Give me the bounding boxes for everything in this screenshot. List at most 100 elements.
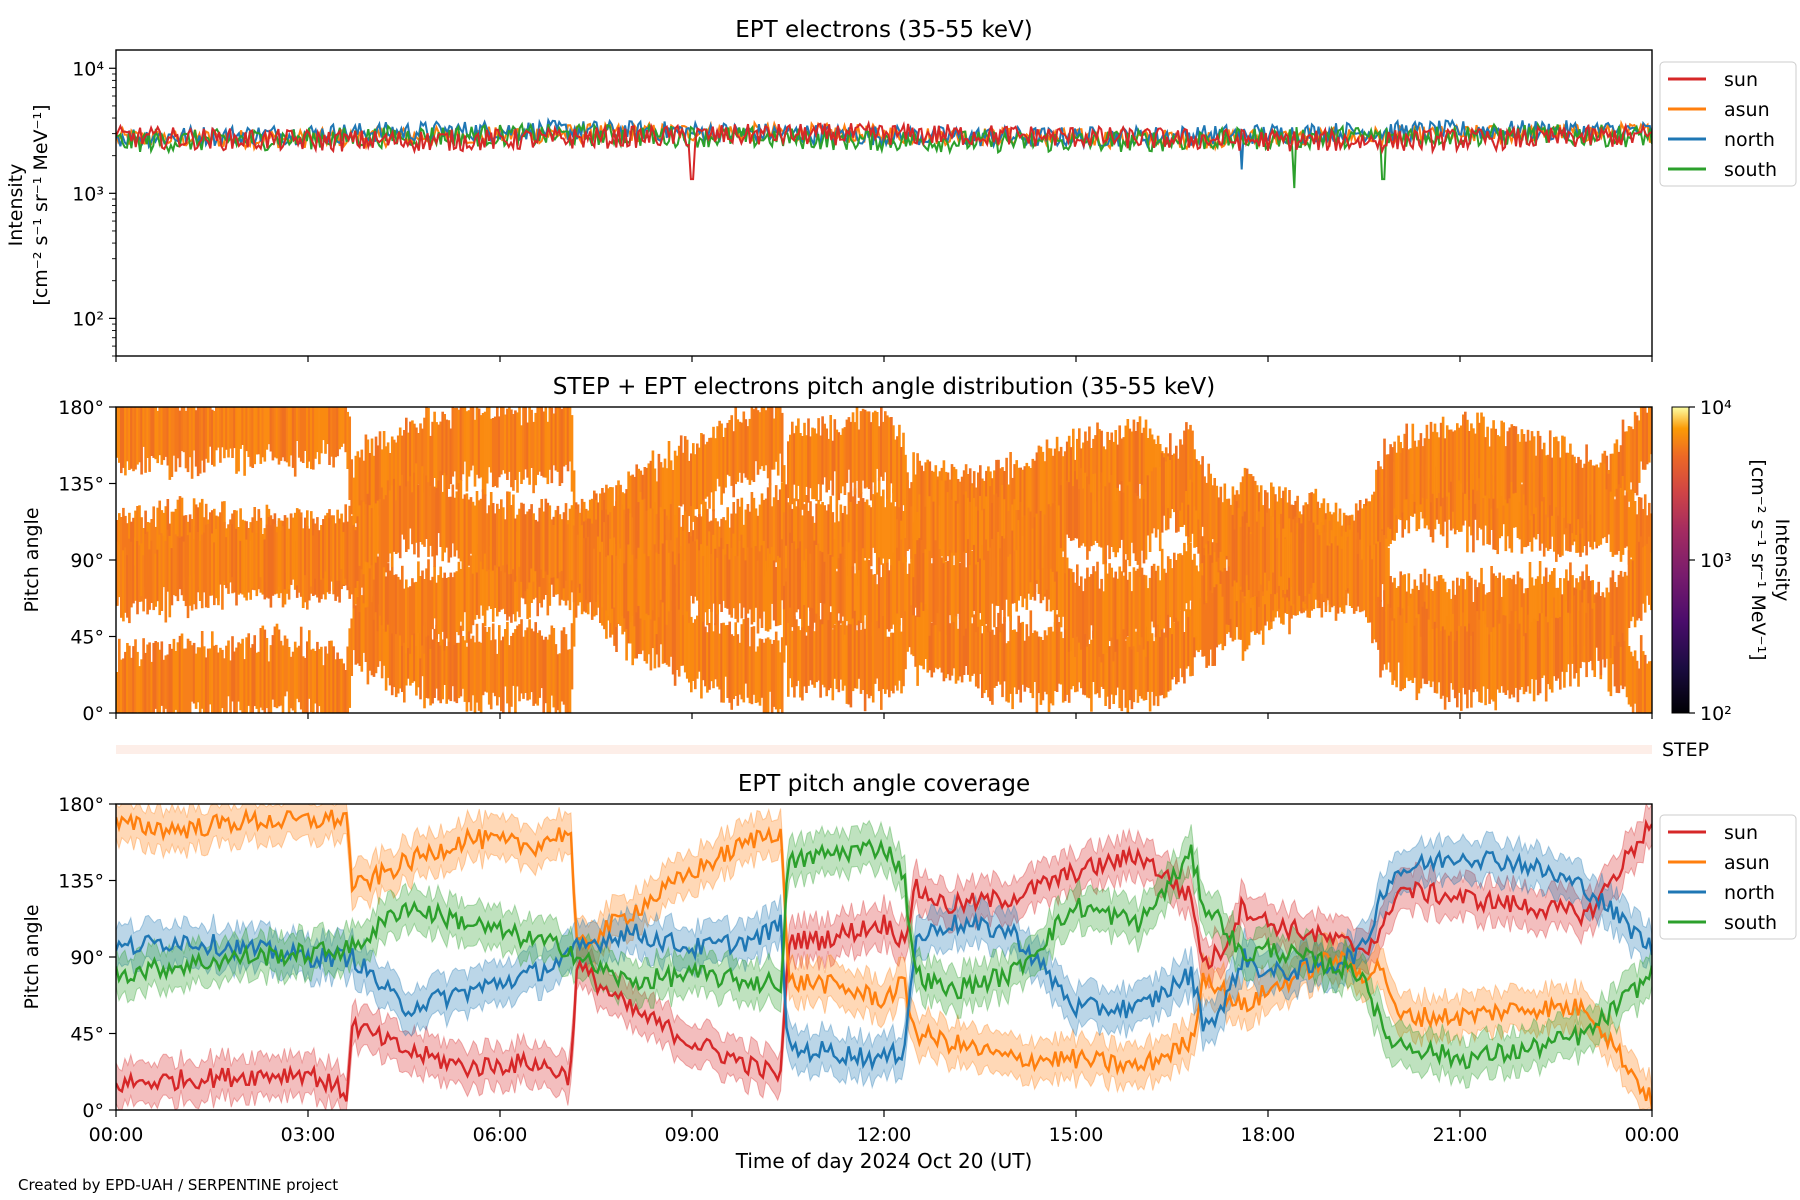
pad-cell [974,506,978,570]
pad-cell [886,415,889,499]
pad-cell [1205,482,1208,544]
pad-cell [974,609,978,687]
pad-cell [989,547,992,632]
pad-cell [275,532,279,591]
pad-cell [1419,636,1423,689]
pad-cell [900,539,903,618]
pad-cell [390,485,394,568]
pad-cell [1609,491,1613,552]
pad-cell [1621,618,1625,690]
pad-cell [225,407,228,450]
pad-cell [1427,438,1431,503]
pad-cell [467,499,471,566]
pad-cell [172,407,176,456]
pad-cell [1166,456,1170,509]
pad-cell [1207,553,1211,610]
pad-cell [510,636,513,707]
pad-cell [1494,575,1498,635]
pad-cell [164,540,168,623]
pad-cell [1259,502,1263,585]
pad-cell [1100,472,1103,548]
pad-cell [1518,623,1522,690]
pad-cell [1197,460,1200,520]
pad-cell [1520,607,1524,687]
pad-cell [793,616,796,698]
pad-cell [435,487,438,556]
pad-cell [1536,430,1540,493]
pad-cell [936,554,940,614]
pad-cell [764,410,768,466]
pad-cell [815,545,818,623]
pad-cell [726,422,730,475]
pad-cell [429,637,432,706]
pad-cell [528,558,531,618]
pad-cell [380,449,384,502]
pad-cell [304,517,307,576]
pad-cell [1209,473,1213,556]
pad-cell [342,663,346,713]
pad-cell [370,596,374,676]
pad-cell [1464,626,1467,695]
pad-cell [651,590,655,649]
pad-cell [314,523,317,579]
pad-cell [950,595,954,676]
pad-cell [1407,605,1411,682]
pad-cell [900,447,903,521]
pad-cell [1086,476,1089,560]
pad-cell [370,537,374,603]
pad-cell [857,500,861,586]
pad-cell [700,616,703,699]
pad-cell [1538,477,1542,551]
pad-cell [1629,559,1633,622]
coverage-panel: EPT pitch angle coverage 0°45°90°135°180… [21,771,1797,1173]
pad-cell [1621,419,1625,498]
pad-cell [1555,617,1558,681]
pad-cell [841,620,845,691]
pad-cell [1223,568,1227,647]
pad-cell [1059,546,1063,628]
pad-cell [1633,411,1637,493]
pad-cell [813,540,816,623]
pad-cell [487,505,491,570]
pad-cell [981,510,984,571]
pad-cell [1476,611,1479,692]
pad-cell [730,634,734,710]
pad-cell [306,641,309,713]
pad-cell [368,505,372,569]
pad-cell [778,489,782,561]
pad-cell [1460,626,1463,711]
coverage-xtick-label: 18:00 [1241,1124,1296,1146]
pad-cell [983,560,986,621]
pad-cell [532,513,535,582]
pad-cell [902,562,905,616]
pad-cell [1001,536,1004,610]
pad-cell [358,529,362,613]
pad-cell [1017,467,1021,547]
pad-cell [467,626,471,703]
pad-cell [512,535,515,615]
pad-cell [352,527,356,594]
pad-cell [354,605,358,665]
pad-cell [1425,608,1429,685]
pad-cell [1486,426,1489,485]
pad-cell [338,658,341,713]
pad-cell [1140,567,1144,638]
pad-cell [619,484,622,569]
pad-cell [659,507,663,569]
pad-cell [985,496,988,549]
pad-cell [227,528,230,583]
pad-cell [1134,431,1138,502]
pad-cell [1557,441,1560,516]
pad-cell [467,410,471,477]
pad-cell [1361,559,1364,611]
pad-cell [130,407,133,469]
pad-cell [1063,451,1067,505]
pad-cell [261,407,265,458]
pad-cell [734,407,738,485]
pad-cell [202,532,206,593]
pad-cell [530,628,533,693]
pad-cell [1611,453,1615,528]
pad-cell [1456,630,1459,708]
pad-cell [1021,469,1025,547]
pad-cell [1356,553,1360,607]
